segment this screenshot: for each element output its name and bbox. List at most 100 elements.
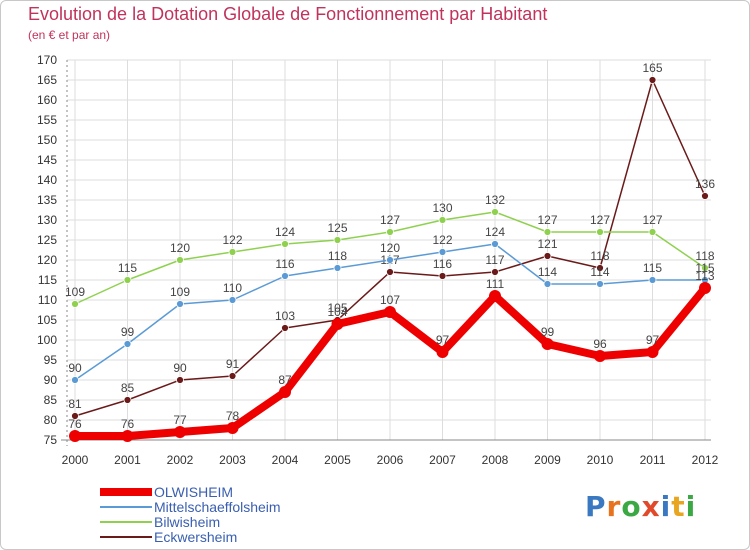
- data-point: [174, 426, 186, 438]
- data-point: [123, 276, 132, 284]
- y-tick-label: 110: [38, 293, 57, 307]
- data-label: 130: [432, 201, 452, 215]
- data-label: 96: [593, 337, 607, 351]
- y-tick-label: 95: [44, 353, 58, 367]
- data-label: 115: [118, 261, 137, 275]
- data-label: 115: [695, 261, 714, 275]
- plot-area: [67, 60, 711, 440]
- y-tick-label: 120: [37, 253, 57, 267]
- data-label: 118: [590, 249, 609, 263]
- data-point: [333, 236, 342, 244]
- y-tick-label: 165: [37, 73, 57, 87]
- data-point: [701, 192, 709, 200]
- y-tick-label: 115: [38, 273, 57, 287]
- data-point: [386, 256, 394, 264]
- data-point: [386, 228, 394, 236]
- logo-letter: r: [606, 490, 622, 523]
- data-label: 116: [275, 257, 294, 271]
- logo-letter: i: [660, 490, 672, 523]
- data-label: 124: [485, 225, 505, 239]
- data-label: 78: [226, 409, 240, 423]
- data-point: [541, 338, 554, 350]
- data-label: 107: [380, 293, 400, 307]
- data-label: 118: [695, 249, 714, 263]
- x-tick-label: 2005: [324, 453, 351, 467]
- legend-swatch: [100, 506, 152, 508]
- legend-swatch: [100, 488, 152, 496]
- data-point: [226, 422, 239, 434]
- data-point: [228, 372, 237, 380]
- y-tick-label: 125: [37, 233, 57, 247]
- data-label: 113: [695, 269, 714, 283]
- y-tick-label: 100: [37, 333, 57, 347]
- data-point: [648, 76, 657, 84]
- data-label: 122: [432, 233, 452, 247]
- y-tick-label: 75: [44, 433, 58, 447]
- data-label: 76: [68, 417, 82, 431]
- x-tick-label: 2008: [482, 453, 509, 467]
- data-label: 120: [380, 241, 400, 255]
- y-tick-label: 145: [37, 153, 57, 167]
- x-tick-label: 2012: [692, 453, 719, 467]
- data-point: [176, 376, 184, 384]
- data-point: [648, 228, 657, 236]
- data-point: [438, 216, 447, 224]
- legend-label: OLWISHEIM: [154, 484, 234, 500]
- data-label: 121: [537, 237, 557, 251]
- data-point: [594, 350, 606, 362]
- y-tick-label: 130: [37, 213, 57, 227]
- data-point: [701, 264, 709, 272]
- data-point: [596, 264, 604, 272]
- data-point: [699, 282, 711, 294]
- data-point: [331, 318, 344, 330]
- data-label: 99: [121, 325, 135, 339]
- data-point: [121, 430, 134, 442]
- data-point: [228, 248, 237, 256]
- data-point: [543, 280, 552, 288]
- data-point: [123, 396, 132, 404]
- data-label: 122: [222, 233, 242, 247]
- logo-letter: o: [621, 490, 642, 523]
- data-label: 111: [486, 277, 505, 291]
- y-tick-label: 105: [37, 313, 57, 327]
- data-label: 114: [590, 265, 609, 279]
- data-label: 109: [170, 285, 190, 299]
- data-label: 127: [380, 213, 400, 227]
- data-label: 81: [68, 397, 82, 411]
- y-tick-label: 170: [37, 53, 57, 67]
- data-label: 99: [541, 325, 555, 339]
- data-point: [436, 346, 449, 358]
- logo-letter: P: [585, 490, 607, 523]
- data-label: 120: [170, 241, 190, 255]
- data-point: [646, 346, 659, 358]
- y-tick-label: 160: [37, 93, 57, 107]
- data-point: [176, 300, 184, 308]
- data-point: [438, 248, 447, 256]
- data-point: [71, 300, 79, 308]
- data-label: 76: [121, 417, 135, 431]
- chart-subtitle: (en € et par an): [28, 28, 111, 42]
- data-point: [123, 340, 132, 348]
- data-label: 77: [173, 413, 187, 427]
- proxiti-logo: Proxiti: [585, 490, 696, 523]
- data-label: 117: [485, 253, 504, 267]
- data-label: 114: [538, 265, 557, 279]
- data-point: [596, 280, 604, 288]
- x-tick-label: 2011: [640, 453, 666, 467]
- data-label: 105: [327, 301, 347, 315]
- data-label: 127: [590, 213, 610, 227]
- legend-swatch: [100, 521, 152, 523]
- data-point: [491, 240, 499, 248]
- legend-label: Eckwersheim: [154, 529, 238, 545]
- data-point: [648, 276, 657, 284]
- logo-letter: t: [671, 490, 686, 523]
- logo-letter: x: [641, 490, 661, 523]
- data-label: 127: [642, 213, 662, 227]
- data-point: [228, 296, 237, 304]
- data-label: 110: [223, 281, 242, 295]
- y-tick-label: 85: [44, 393, 58, 407]
- x-tick-label: 2004: [272, 453, 299, 467]
- y-tick-label: 155: [37, 113, 57, 127]
- data-point: [279, 386, 291, 398]
